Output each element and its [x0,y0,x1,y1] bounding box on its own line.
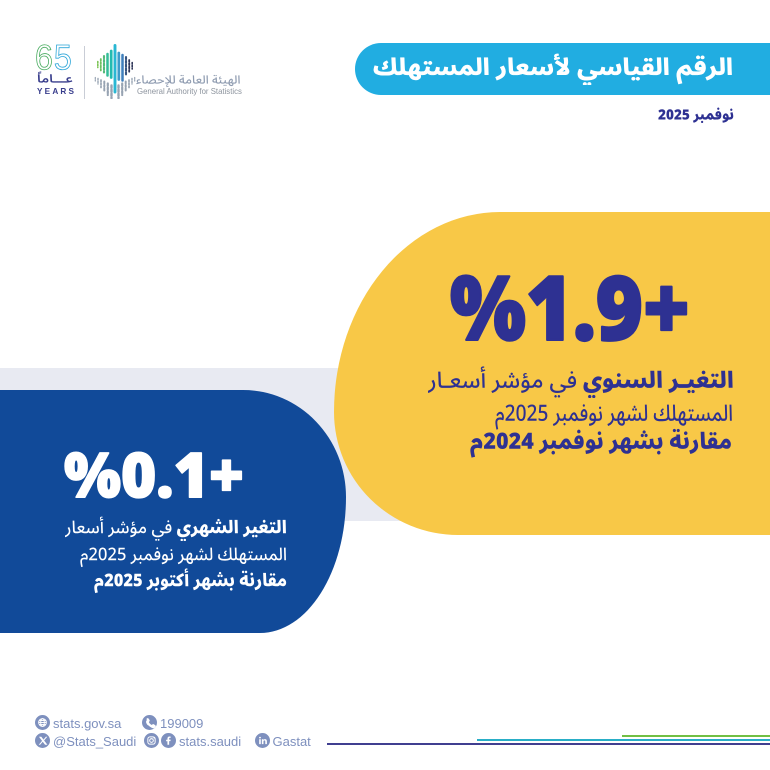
svg-text:5: 5 [54,43,72,73]
svg-text:6: 6 [35,43,53,73]
